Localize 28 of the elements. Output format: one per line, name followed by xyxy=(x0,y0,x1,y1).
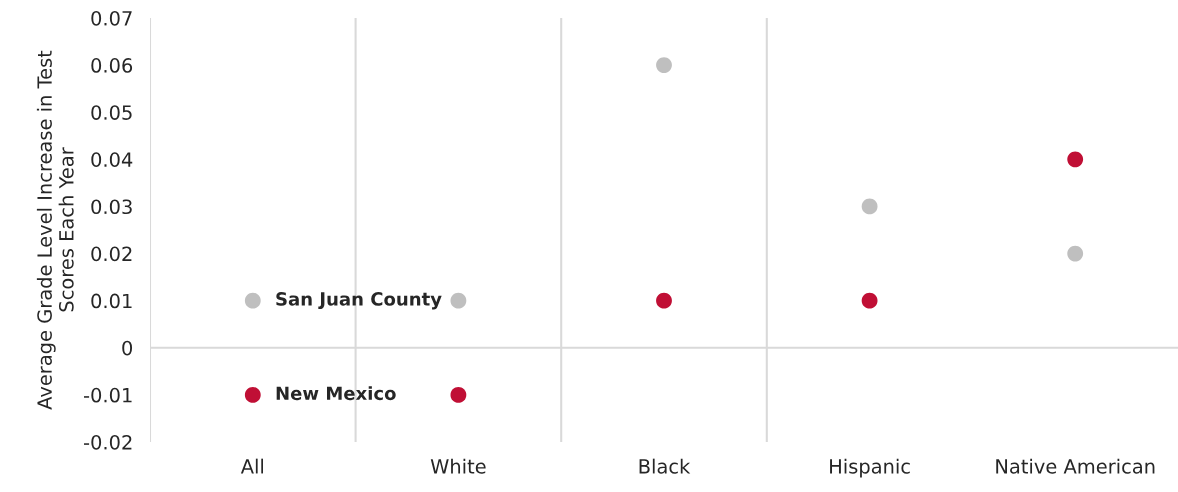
point xyxy=(861,292,878,309)
x-tick-label: Black xyxy=(639,458,691,474)
point xyxy=(244,292,261,309)
x-tick-label: All xyxy=(240,458,264,474)
y-tick-label: 0.04 xyxy=(91,152,133,167)
point xyxy=(450,386,467,403)
point xyxy=(450,292,467,309)
y-tick-label: 0.01 xyxy=(91,293,132,309)
y-tick-label: 0 xyxy=(122,340,133,356)
point xyxy=(861,198,878,215)
y-tick-label: 0.02 xyxy=(91,246,132,262)
y-tick-label: 0.03 xyxy=(91,199,132,215)
point xyxy=(1067,151,1084,168)
series-label: San Juan County xyxy=(276,292,442,310)
y-axis-title: Average Grade Level Increase in Test Scores Each Year xyxy=(36,50,74,410)
point xyxy=(244,386,261,403)
y-tick-label: 0.05 xyxy=(91,105,132,120)
y-tick-label: 0.06 xyxy=(91,58,133,73)
y-tick-label: 0.07 xyxy=(91,10,132,26)
point xyxy=(656,292,672,309)
x-tick-label: White xyxy=(430,458,486,474)
x-tick-label: Native American xyxy=(996,458,1155,474)
y-tick-label: -0.01 xyxy=(83,387,132,403)
x-tick-label: Hispanic xyxy=(830,458,910,478)
series-label: New Mexico xyxy=(276,386,396,401)
point xyxy=(1067,245,1084,262)
y-tick-label: -0.02 xyxy=(83,434,132,450)
point xyxy=(656,57,672,74)
